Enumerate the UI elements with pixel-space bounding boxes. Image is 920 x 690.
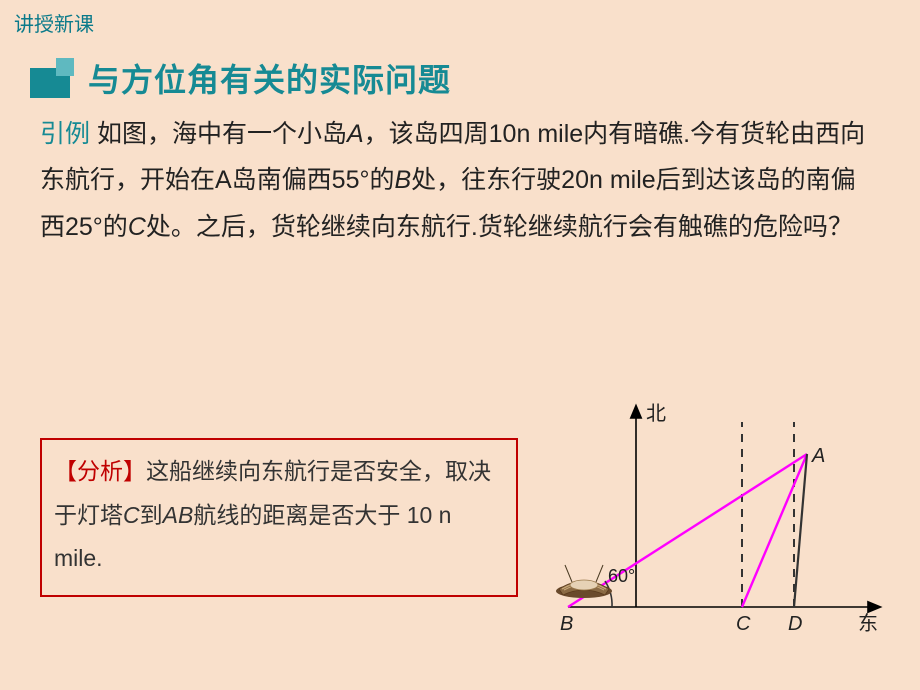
label-D: D xyxy=(788,613,802,635)
problem-italic-A: A xyxy=(347,120,364,148)
problem-italic-C: C xyxy=(128,213,146,241)
boat-icon xyxy=(553,557,615,599)
label-C: C xyxy=(736,613,751,635)
analysis-box: 【分析】这船继续向东航行是否安全，取决于灯塔C到AB航线的距离是否大于 10 n… xyxy=(40,438,518,597)
label-east: 东 xyxy=(858,612,878,635)
label-A: A xyxy=(811,445,825,467)
analysis-tag: 【分析】 xyxy=(54,458,146,484)
diagram: 北 东 A B C D 60° xyxy=(550,402,900,662)
section-header-text: 讲授新课 xyxy=(14,14,94,36)
section-header: 讲授新课 xyxy=(0,0,920,37)
analysis-part-2: 到 xyxy=(140,502,163,528)
title-text: 与方位角有关的实际问题 xyxy=(88,55,451,101)
problem-text: 引例 如图，海中有一个小岛A，该岛四周10n mile内有暗礁.今有货轮由西向东… xyxy=(40,111,880,250)
problem-part-6: 处。之后，货轮继续向东航行.货轮继续航行会有触礁的危险吗？ xyxy=(146,213,853,241)
label-north: 北 xyxy=(646,402,666,425)
problem-lead: 引例 xyxy=(40,120,90,148)
problem-italic-B: B xyxy=(394,166,411,194)
label-B: B xyxy=(560,613,573,635)
analysis-italic-AB: AB xyxy=(163,502,194,528)
line-CA xyxy=(742,454,807,607)
analysis-italic-C: C xyxy=(123,502,140,528)
title-row: 与方位角有关的实际问题 xyxy=(30,55,920,101)
title-icon xyxy=(30,58,78,98)
problem-part-0: 如图，海中有一个小岛 xyxy=(90,120,347,148)
